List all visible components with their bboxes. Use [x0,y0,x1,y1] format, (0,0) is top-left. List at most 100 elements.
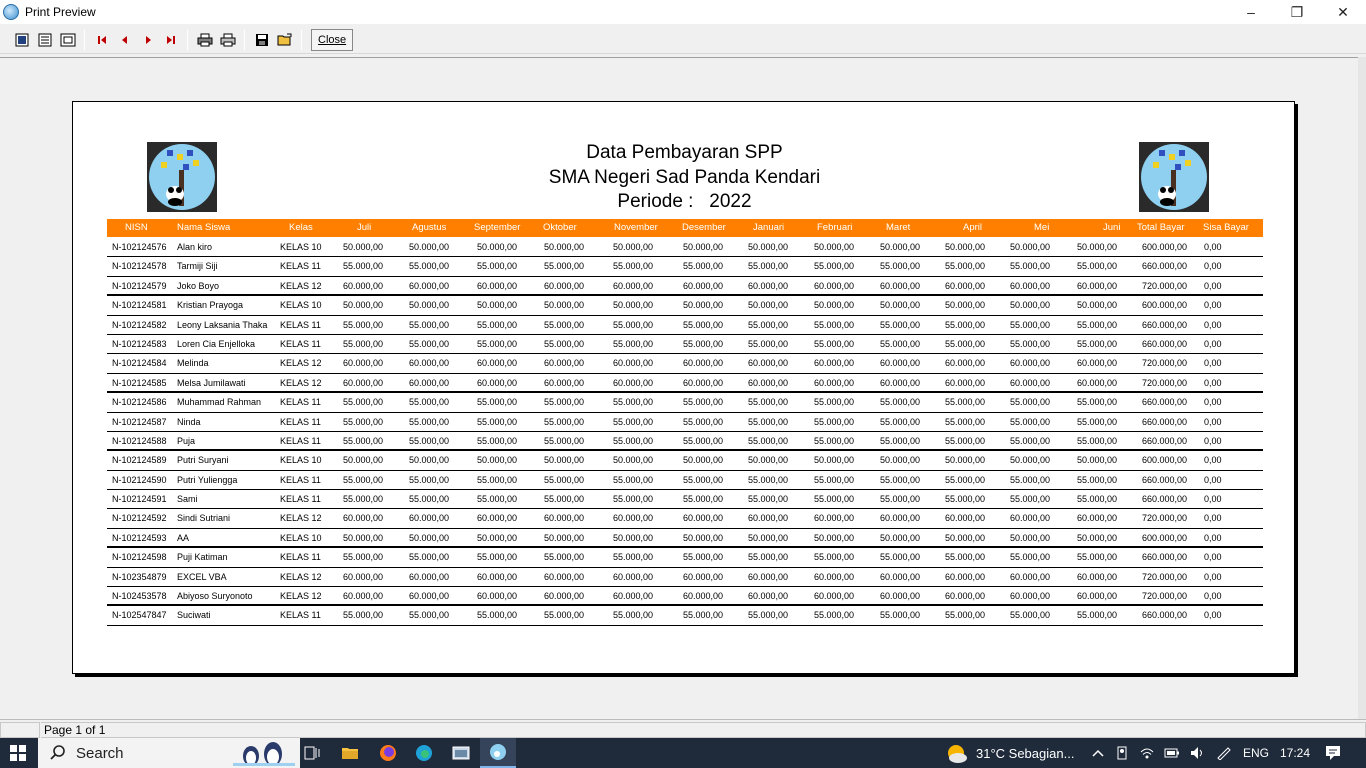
table-cell: 60.000,00 [476,591,517,602]
save-icon[interactable] [250,29,273,51]
print-preview-task-icon[interactable] [480,738,516,768]
toolbar-separator [244,29,245,50]
volume-icon[interactable] [1190,746,1206,760]
last-page-icon[interactable] [159,29,182,51]
table-cell: 720.000,00 [1141,513,1187,524]
edge-icon[interactable] [406,738,442,768]
table-cell: 60.000,00 [879,358,920,369]
meet-now-icon[interactable] [1116,746,1128,760]
battery-icon[interactable] [1164,748,1180,758]
task-view-icon[interactable] [294,738,330,768]
table-cell: 55.000,00 [612,610,653,621]
app-window-icon[interactable] [443,738,479,768]
table-cell: 55.000,00 [1009,474,1050,485]
table-cell: 55.000,00 [813,397,854,408]
table-row: N-102124598 Puji Katiman KELAS 11 55.000,00… [107,548,1263,568]
table-cell: 55.000,00 [682,610,723,621]
table-cell: N-102124585 [112,377,167,388]
close-preview-button[interactable]: Close [311,28,354,51]
weather-widget[interactable]: 31°C Sebagian... [944,738,1074,768]
print-icon[interactable] [216,29,239,51]
table-cell: Melsa Jumilawati [177,377,246,388]
table-cell: 50.000,00 [813,455,854,466]
table-cell: KELAS 12 [280,280,322,291]
table-cell: Tarmiji Siji [177,261,218,272]
open-icon[interactable] [273,29,296,51]
table-cell: N-102354879 [112,571,167,582]
table-cell: KELAS 12 [280,571,322,582]
table-cell: Joko Boyo [177,280,220,291]
table-cell: 60.000,00 [408,571,449,582]
table-cell: 600.000,00 [1141,532,1187,543]
table-cell: KELAS 10 [280,455,322,466]
table-row: N-102124588 Puja KELAS 11 55.000,00 55.000,0… [107,432,1263,452]
table-cell: 50.000,00 [747,455,788,466]
table-cell: 60.000,00 [1009,377,1050,388]
file-explorer-icon[interactable] [332,738,368,768]
taskbar-search[interactable]: Search [38,738,300,768]
firefox-icon[interactable] [370,738,406,768]
two-page-icon[interactable] [33,29,56,51]
windows-start-icon[interactable] [10,745,26,761]
table-cell: 55.000,00 [543,416,584,427]
table-cell: 720.000,00 [1141,280,1187,291]
column-header: April [963,222,983,233]
wifi-icon[interactable] [1140,747,1154,759]
table-cell: 60.000,00 [747,358,788,369]
window-title: Print Preview [25,5,96,19]
column-header: Januari [753,222,785,233]
table-cell: 55.000,00 [879,610,920,621]
table-row: N-102124582 Leony Laksania Thaka KELAS 11 5… [107,316,1263,335]
table-row: N-102124591 Sami KELAS 11 55.000,00 55.000,0… [107,490,1263,510]
table-cell: 50.000,00 [543,242,584,252]
column-header: Desember [682,222,726,233]
vertical-scrollbar[interactable] [1358,57,1366,719]
restore-button[interactable]: ❐ [1290,3,1304,20]
close-window-button[interactable]: ✕ [1337,3,1349,20]
table-cell: Puja [177,435,196,446]
table-cell: 60.000,00 [813,377,854,388]
school-logo-right-icon [1139,142,1209,212]
table-cell: 60.000,00 [612,358,653,369]
clock[interactable]: 17:24 [1280,746,1311,760]
table-cell: 55.000,00 [342,261,383,272]
table-cell: 50.000,00 [342,532,383,543]
table-cell: 55.000,00 [1076,397,1117,408]
table-cell: 0,00 [1204,532,1222,543]
preview-toolbar: Close [0,26,1366,54]
table-body: N-102124576 Alan kiro KELAS 10 50.000,00 50.… [107,238,1263,626]
table-cell: Putri Suryani [177,455,229,466]
pen-ink-icon[interactable] [1216,746,1232,760]
table-cell: 55.000,00 [944,610,985,621]
column-header: Juli [357,222,372,233]
zoom-icon[interactable] [56,29,79,51]
table-cell: 55.000,00 [408,610,449,621]
table-cell: 55.000,00 [1009,319,1050,330]
table-cell: 55.000,00 [408,338,449,349]
table-cell: N-102124581 [112,300,167,311]
minimize-button[interactable]: – [1247,4,1255,20]
table-cell: 660.000,00 [1141,552,1187,563]
prev-page-icon[interactable] [113,29,136,51]
table-cell: 60.000,00 [682,571,723,582]
first-page-icon[interactable] [90,29,113,51]
table-cell: 55.000,00 [879,416,920,427]
table-cell: 60.000,00 [944,280,985,291]
table-cell: 50.000,00 [1076,300,1117,311]
table-cell: N-102124579 [112,280,167,291]
print-setup-icon[interactable] [193,29,216,51]
chevron-up-icon[interactable] [1092,748,1104,758]
language-indicator[interactable]: ENG [1243,746,1270,760]
table-cell: 55.000,00 [342,435,383,446]
table-cell: 55.000,00 [342,397,383,408]
notification-icon[interactable] [1325,738,1341,768]
table-cell: 60.000,00 [342,591,383,602]
next-page-icon[interactable] [136,29,159,51]
table-cell: 55.000,00 [879,552,920,563]
report-period: Periode : 2022 [73,191,1296,213]
table-cell: 55.000,00 [1009,552,1050,563]
table-cell: 0,00 [1204,455,1222,466]
table-cell: 50.000,00 [944,532,985,543]
table-cell: 50.000,00 [813,300,854,311]
page-view-icon[interactable] [10,29,33,51]
